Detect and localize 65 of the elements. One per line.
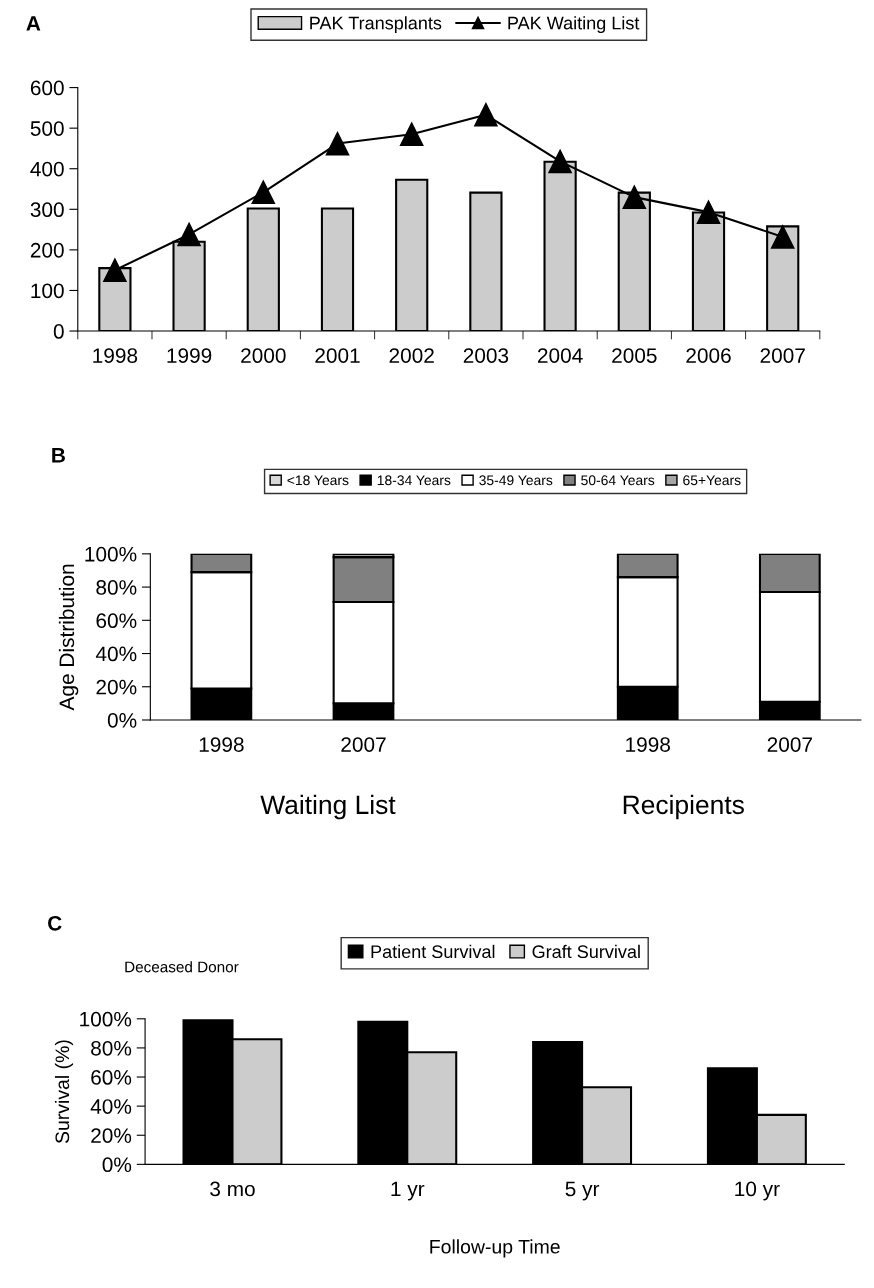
x-tick-label: 2004	[537, 348, 583, 363]
y-tick-label: 60%	[91, 1070, 132, 1085]
y-tick-label: 600	[30, 80, 64, 96]
x-tick-label: 1 yr	[391, 1181, 425, 1201]
legend-label: Patient Survival	[371, 944, 495, 959]
x-axis-title: Follow-up Time	[430, 1239, 560, 1258]
point	[325, 131, 350, 156]
x-tick-label: 2000	[241, 348, 286, 363]
x-tick-label: 2007	[767, 737, 812, 752]
legend-label: PAK Transplants	[310, 16, 442, 34]
x-tick-label: 1998	[626, 737, 670, 752]
y-tick-label: 100%	[80, 1011, 132, 1027]
x-tick-label: 1998	[199, 737, 244, 752]
x-tick-label: 1999	[167, 348, 212, 363]
point	[770, 225, 795, 249]
point	[399, 122, 424, 147]
y-tick-label: 400	[30, 161, 64, 177]
point	[474, 102, 498, 127]
x-tick-label: 2003	[463, 348, 509, 363]
x-tick-label: 2006	[686, 348, 731, 363]
text: Recipients	[623, 794, 744, 820]
legend-label: 65+Years	[683, 475, 741, 486]
y-tick-label: 40%	[90, 1099, 132, 1114]
y-tick-label: 300	[30, 202, 64, 218]
chart-title: C	[48, 915, 62, 931]
y-axis-title: Survival (%)	[54, 1040, 74, 1144]
x-tick-label: 2005	[612, 348, 657, 363]
point	[622, 185, 647, 209]
x-tick-label: 5 yr	[565, 1181, 600, 1201]
y-tick-label: 500	[30, 121, 64, 136]
y-tick-label: 0%	[107, 712, 137, 728]
point	[103, 258, 127, 282]
y-tick-label: 0%	[102, 1157, 132, 1173]
legend-label: 50-64 Years	[581, 475, 655, 486]
x-tick-label: 1998	[93, 348, 138, 363]
y-tick-label: 80%	[96, 580, 137, 595]
x-tick-label: 2007	[341, 737, 386, 752]
point	[548, 149, 572, 174]
y-tick-label: 60%	[96, 613, 137, 629]
legend-label: Graft Survival	[532, 944, 640, 959]
chart-subtitle: Deceased Donor	[125, 961, 239, 973]
legend-label: PAK Waiting List	[508, 16, 640, 34]
point	[696, 200, 721, 224]
y-tick-label: 40%	[95, 646, 137, 662]
legend-label: 18-34 Years	[377, 475, 451, 486]
chart-title: B	[52, 448, 65, 463]
y-tick-label: 20%	[91, 1128, 132, 1143]
y-tick-label: 100	[31, 283, 64, 299]
legend-label: <18 Years	[287, 475, 349, 486]
y-tick-label: 0	[53, 324, 64, 339]
y-tick-label: 80%	[91, 1040, 132, 1056]
x-tick-label: 2001	[315, 348, 360, 363]
y-tick-label: 100%	[85, 546, 137, 562]
point	[251, 180, 276, 205]
x-tick-label: 2007	[760, 348, 805, 363]
point	[177, 222, 201, 247]
legend-label: 35-49 Years	[479, 475, 553, 486]
y-tick-label: 20%	[96, 679, 137, 695]
y-axis-title: Age Distribution	[58, 564, 79, 711]
x-tick-label: 10 yr	[735, 1181, 780, 1201]
text: Waiting List	[260, 794, 396, 820]
x-tick-label: 3 mo	[210, 1181, 255, 1197]
y-tick-label: 200	[30, 242, 64, 258]
x-tick-label: 2002	[389, 348, 434, 363]
chart-title: A	[26, 16, 41, 31]
